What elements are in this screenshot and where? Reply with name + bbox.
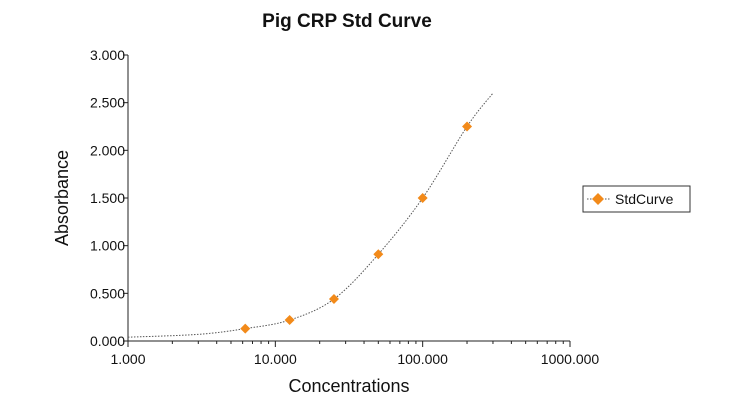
- x-axis-title: Concentrations: [288, 376, 409, 396]
- y-tick-label: 2.000: [90, 142, 125, 158]
- y-tick-label: 0.000: [90, 333, 125, 349]
- data-point: [373, 249, 384, 260]
- data-point: [284, 315, 295, 326]
- fit-curve-layer: [127, 92, 494, 338]
- data-point: [417, 193, 428, 203]
- y-tick-label: 1.500: [90, 190, 125, 206]
- x-tick-label: 1000.000: [541, 351, 600, 367]
- legend-label: StdCurve: [615, 191, 674, 207]
- y-axis-title: Absorbance: [52, 150, 72, 246]
- data-point: [240, 323, 251, 334]
- chart-title: Pig CRP Std Curve: [262, 11, 432, 32]
- y-tick-label: 0.500: [90, 285, 125, 301]
- x-tick-label: 10.000: [254, 351, 297, 367]
- y-tick-label: 3.000: [90, 47, 125, 63]
- x-axis: 1.000 10.000 100.000 1000.000: [110, 340, 600, 367]
- data-points-layer: [240, 121, 473, 334]
- data-point: [462, 121, 473, 132]
- y-axis: 0.000 0.500 1.000 1.500 2.000 2.500 3.000: [90, 47, 129, 349]
- data-point: [328, 294, 339, 305]
- x-tick-label: 1.000: [110, 351, 145, 367]
- fit-curve-line: [127, 92, 494, 338]
- y-tick-label: 2.500: [90, 95, 125, 111]
- legend-marker-diamond: [592, 193, 604, 205]
- y-tick-label: 1.000: [90, 238, 125, 254]
- legend: StdCurve: [582, 185, 691, 213]
- x-tick-label: 100.000: [397, 351, 448, 367]
